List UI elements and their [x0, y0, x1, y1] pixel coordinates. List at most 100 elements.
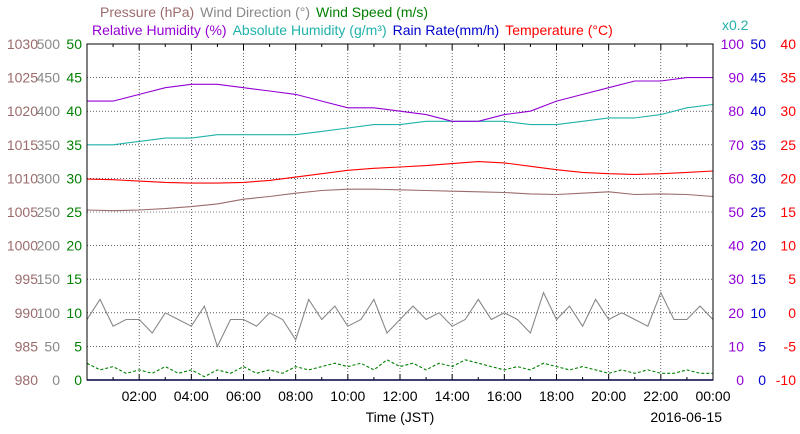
rain-rate-tick-label: 30: [750, 170, 766, 186]
legend-wind-speed-label: Wind Speed (m/s): [316, 4, 428, 20]
legend-row-2: Relative Humidity (%) Absolute Humidity (…: [92, 22, 613, 38]
wind-speed-tick-label: 35: [66, 137, 82, 153]
wind-direction-tick-label: 250: [37, 204, 61, 220]
x-axis-title: Time (JST): [366, 409, 435, 425]
pressure-tick-label: 1020: [7, 103, 38, 119]
relative-humidity-tick-label: 40: [728, 238, 744, 254]
wind-direction-tick-label: 350: [37, 137, 61, 153]
series-relative-humidity: [87, 77, 713, 122]
temperature-tick-label: -5: [784, 338, 797, 354]
wind-direction-tick-label: 50: [44, 338, 60, 354]
legend-absolute-humidity-label: Absolute Humidity (g/m³): [233, 22, 387, 38]
series-wind-direction: [86, 291, 714, 348]
temperature-tick-label: 30: [780, 103, 796, 119]
rain-rate-tick-label: 40: [750, 103, 766, 119]
x-tick-label: 14:00: [435, 388, 470, 404]
series-temperature: [86, 161, 714, 184]
pressure-tick-label: 1000: [7, 238, 38, 254]
legend-row-1: Pressure (hPa) Wind Direction (°) Wind Spe…: [100, 4, 428, 20]
temperature-tick-label: -10: [776, 372, 796, 388]
right-axes: 1009080706050403020100504540353025201510…: [721, 36, 797, 388]
wind-speed-tick-label: 10: [66, 305, 82, 321]
legend-temperature-label: Temperature (°C): [505, 22, 613, 38]
wind-direction-tick-label: 0: [52, 372, 60, 388]
wind-direction-tick-label: 500: [37, 36, 61, 52]
pressure-tick-label: 1015: [7, 137, 38, 153]
relative-humidity-tick-label: 90: [728, 70, 744, 86]
wind-direction-tick-label: 200: [37, 238, 61, 254]
relative-humidity-tick-label: 20: [728, 305, 744, 321]
rain-rate-tick-label: 50: [750, 36, 766, 52]
pressure-tick-label: 990: [15, 305, 39, 321]
series-absolute-humidity: [87, 103, 714, 146]
x-tick-label: 22:00: [643, 388, 678, 404]
legend-relative-humidity-label: Relative Humidity (%): [92, 22, 227, 38]
legend-pressure-label: Pressure (hPa): [100, 4, 194, 20]
temperature-tick-label: 40: [780, 36, 796, 52]
temperature-tick-label: 25: [780, 137, 796, 153]
relative-humidity-tick-label: 30: [728, 271, 744, 287]
wind-direction-tick-label: 100: [37, 305, 61, 321]
x-tick-label: 16:00: [487, 388, 522, 404]
x-tick-label: 08:00: [278, 388, 313, 404]
wind-speed-tick-label: 25: [66, 204, 82, 220]
wind-speed-tick-label: 5: [74, 338, 82, 354]
rain-rate-tick-label: 10: [750, 305, 766, 321]
x-tick-label: 02:00: [122, 388, 157, 404]
wind-speed-tick-label: 20: [66, 238, 82, 254]
temperature-tick-label: 5: [788, 271, 796, 287]
legend-rain-rate-label: Rain Rate(mm/h): [393, 22, 500, 38]
pressure-tick-label: 995: [15, 271, 39, 287]
legend-scale-note: x0.2: [722, 17, 749, 33]
x-tick-label: 20:00: [591, 388, 626, 404]
x-tick-label: 12:00: [382, 388, 417, 404]
x-tick-label: 06:00: [226, 388, 261, 404]
pressure-tick-label: 1005: [7, 204, 38, 220]
rain-rate-tick-label: 25: [750, 204, 766, 220]
relative-humidity-tick-label: 80: [728, 103, 744, 119]
rain-rate-tick-label: 5: [758, 338, 766, 354]
pressure-tick-label: 1025: [7, 70, 38, 86]
relative-humidity-tick-label: 10: [728, 338, 744, 354]
temperature-tick-label: 15: [780, 204, 796, 220]
plot-frame: [86, 43, 714, 381]
wind-speed-tick-label: 0: [74, 372, 82, 388]
wind-speed-tick-label: 40: [66, 103, 82, 119]
legend: Pressure (hPa) Wind Direction (°) Wind Spe…: [92, 4, 749, 38]
x-tick-label: 04:00: [174, 388, 209, 404]
left-axes: 1030102510201015101010051000995990985980…: [7, 36, 82, 388]
rain-rate-tick-label: 45: [750, 70, 766, 86]
pressure-tick-label: 980: [15, 372, 39, 388]
legend-wind-direction-label: Wind Direction (°): [200, 4, 310, 20]
date-label: 2016-06-15: [650, 409, 722, 425]
temperature-tick-label: 0: [788, 305, 796, 321]
x-tick-label: 00:00: [695, 388, 730, 404]
rain-rate-tick-label: 15: [750, 271, 766, 287]
relative-humidity-tick-label: 100: [721, 36, 745, 52]
wind-speed-tick-label: 45: [66, 70, 82, 86]
x-tick-label: 10:00: [330, 388, 365, 404]
rain-rate-tick-label: 20: [750, 238, 766, 254]
wind-direction-tick-label: 300: [37, 170, 61, 186]
relative-humidity-tick-label: 0: [736, 372, 744, 388]
relative-humidity-tick-label: 60: [728, 170, 744, 186]
temperature-tick-label: 10: [780, 238, 796, 254]
wind-speed-tick-label: 15: [66, 271, 82, 287]
rain-rate-tick-label: 0: [758, 372, 766, 388]
pressure-tick-label: 1010: [7, 170, 38, 186]
temperature-tick-label: 35: [780, 70, 796, 86]
relative-humidity-tick-label: 70: [728, 137, 744, 153]
pressure-tick-label: 1030: [7, 36, 38, 52]
wind-direction-tick-label: 400: [37, 103, 61, 119]
wind-direction-tick-label: 150: [37, 271, 61, 287]
x-axis: 02:00 04:00 06:00 08:00 10:00 12:00 14:00 16:00…: [122, 388, 731, 404]
series-wind-speed: [86, 359, 713, 378]
wind-speed-tick-label: 30: [66, 170, 82, 186]
wind-speed-tick-label: 50: [66, 36, 82, 52]
series-pressure: [86, 188, 714, 212]
x-tick-label: 18:00: [539, 388, 574, 404]
pressure-tick-label: 985: [15, 338, 39, 354]
temperature-tick-label: 20: [780, 170, 796, 186]
wind-direction-tick-label: 450: [37, 70, 61, 86]
